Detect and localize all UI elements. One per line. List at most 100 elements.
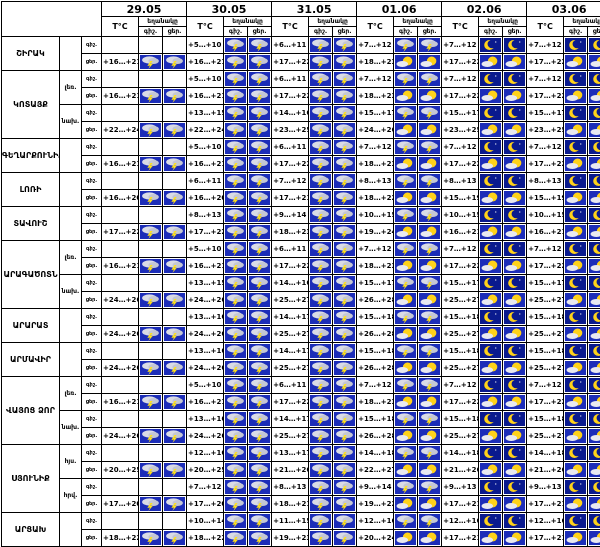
- thunderstorm-icon: [418, 105, 442, 122]
- day-part-label: ցեր.: [82, 292, 102, 309]
- thunderstorm-icon: [248, 54, 272, 71]
- sun-cloud-icon: [588, 258, 600, 275]
- temperature-cell: +5…+10: [187, 71, 224, 88]
- sun-cloud-icon: [394, 122, 418, 139]
- thunderstorm-icon: [139, 428, 163, 445]
- subregion-label: հրվ.: [60, 479, 82, 513]
- thunderstorm-icon: [309, 241, 333, 258]
- sun-cloud-icon: [564, 292, 588, 309]
- temperature-cell: +17…+22: [527, 88, 564, 105]
- thunderstorm-icon: [333, 173, 357, 190]
- day-part-label: ցեր.: [82, 190, 102, 207]
- thunderstorm-icon: [224, 88, 248, 105]
- thunderstorm-icon: [418, 207, 442, 224]
- temperature-cell: +7…+12: [442, 71, 479, 88]
- temperature-cell: +18…+22: [102, 530, 139, 547]
- temperature-cell: +17…+22: [442, 258, 479, 275]
- day-part-label: ցեր.: [82, 54, 102, 71]
- temperature-cell: +17…+20: [187, 496, 224, 513]
- temperature-cell: +10…+15: [527, 207, 564, 224]
- temperature-cell: +12…+16: [357, 513, 394, 530]
- day-part-header: ցեր.: [588, 27, 600, 37]
- temperature-cell: +6…+11: [187, 173, 224, 190]
- sun-cloud-icon: [418, 156, 442, 173]
- moon-icon: [588, 309, 600, 326]
- day-part-header: գիշ.: [139, 27, 163, 37]
- thunderstorm-icon: [418, 139, 442, 156]
- subregion-label: [60, 139, 82, 173]
- thunderstorm-icon: [333, 122, 357, 139]
- temperature-cell: +5…+10: [187, 139, 224, 156]
- temperature-cell: +19…+24: [357, 224, 394, 241]
- thunderstorm-icon: [224, 377, 248, 394]
- subregion-label: [60, 309, 82, 343]
- temperature-cell: +25…+27: [527, 326, 564, 343]
- temperature-cell: +6…+11: [272, 241, 309, 258]
- thunderstorm-icon: [139, 258, 163, 275]
- temperature-cell: [102, 513, 139, 530]
- thunderstorm-icon: [163, 88, 187, 105]
- thunderstorm-icon: [333, 377, 357, 394]
- sun-cloud-icon: [479, 156, 503, 173]
- temperature-cell: +17…+20: [102, 496, 139, 513]
- sun-cloud-icon: [564, 122, 588, 139]
- moon-icon: [479, 241, 503, 258]
- thunderstorm-icon: [163, 496, 187, 513]
- thunderstorm-icon: [248, 173, 272, 190]
- thunderstorm-icon: [394, 513, 418, 530]
- thunderstorm-icon: [248, 496, 272, 513]
- table-row: ցեր.+20…+25+20…+25+21…+26+22…+27+21…+26+…: [2, 462, 600, 479]
- thunderstorm-icon: [309, 496, 333, 513]
- table-row: ցեր.+17…+20+17…+20+18…+21+19…+22+17…+21+…: [2, 496, 600, 513]
- temperature-cell: +10…+14: [187, 513, 224, 530]
- thunderstorm-icon: [418, 411, 442, 428]
- temperature-cell: +15…+17: [527, 275, 564, 292]
- table-row: ցեր.+18…+22+18…+22+19…+23+20…+24+17…+21+…: [2, 530, 600, 547]
- temperature-cell: +24…+26: [187, 360, 224, 377]
- temperature-cell: +24…+26: [102, 360, 139, 377]
- thunderstorm-icon: [224, 462, 248, 479]
- sun-cloud-icon: [503, 258, 527, 275]
- temperature-cell: +25…+27: [527, 360, 564, 377]
- thunderstorm-icon: [309, 326, 333, 343]
- thunderstorm-icon: [309, 139, 333, 156]
- thunderstorm-icon: [333, 190, 357, 207]
- thunderstorm-icon: [309, 411, 333, 428]
- sun-cloud-icon: [588, 462, 600, 479]
- thunderstorm-icon: [224, 105, 248, 122]
- temperature-cell: +9…+13: [527, 479, 564, 496]
- subregion-label: լեռ.: [60, 71, 82, 105]
- thunderstorm-icon: [418, 343, 442, 360]
- temperature-cell: +16…+21: [187, 394, 224, 411]
- moon-icon: [479, 71, 503, 88]
- moon-icon: [588, 377, 600, 394]
- day-part-header: գիշ.: [564, 27, 588, 37]
- thunderstorm-icon: [333, 428, 357, 445]
- temperature-cell: +7…+12: [357, 37, 394, 54]
- moon-icon: [588, 173, 600, 190]
- temperature-cell: [102, 207, 139, 224]
- temperature-cell: [102, 377, 139, 394]
- thunderstorm-icon: [139, 88, 163, 105]
- sun-cloud-icon: [564, 360, 588, 377]
- day-part-label: ցեր.: [82, 326, 102, 343]
- temperature-cell: +12…+16: [527, 513, 564, 530]
- thunderstorm-icon: [309, 377, 333, 394]
- thunderstorm-icon: [248, 394, 272, 411]
- day-part-label: ցեր.: [82, 496, 102, 513]
- moon-icon: [503, 241, 527, 258]
- moon-icon: [564, 105, 588, 122]
- temperature-cell: +8…+13: [357, 173, 394, 190]
- moon-icon: [564, 241, 588, 258]
- sun-cloud-icon: [394, 360, 418, 377]
- moon-icon: [588, 513, 600, 530]
- temperature-cell: +23…+25: [272, 122, 309, 139]
- empty-cell: [163, 513, 187, 530]
- weather-column-header: եղանակը: [139, 17, 187, 27]
- temperature-cell: +6…+11: [272, 139, 309, 156]
- temperature-cell: +17…+22: [272, 394, 309, 411]
- temperature-cell: +17…+21: [527, 530, 564, 547]
- empty-cell: [139, 37, 163, 54]
- thunderstorm-icon: [224, 411, 248, 428]
